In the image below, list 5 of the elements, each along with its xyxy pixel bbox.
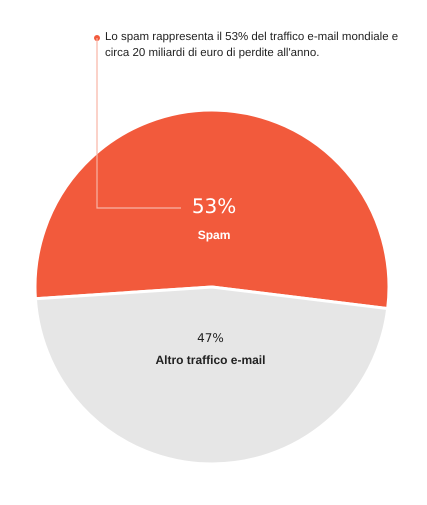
slice-label: Altro traffico e-mail: [155, 352, 266, 367]
text: Lo spam rappresenta il 53% del traffico e-mail mondiale e circa 20 miliardi di euro di perdite all'anno.: [105, 30, 400, 61]
data-label: 53%: [192, 194, 236, 218]
data-label: 47%: [197, 330, 224, 345]
slice-label: Spam: [198, 228, 230, 242]
